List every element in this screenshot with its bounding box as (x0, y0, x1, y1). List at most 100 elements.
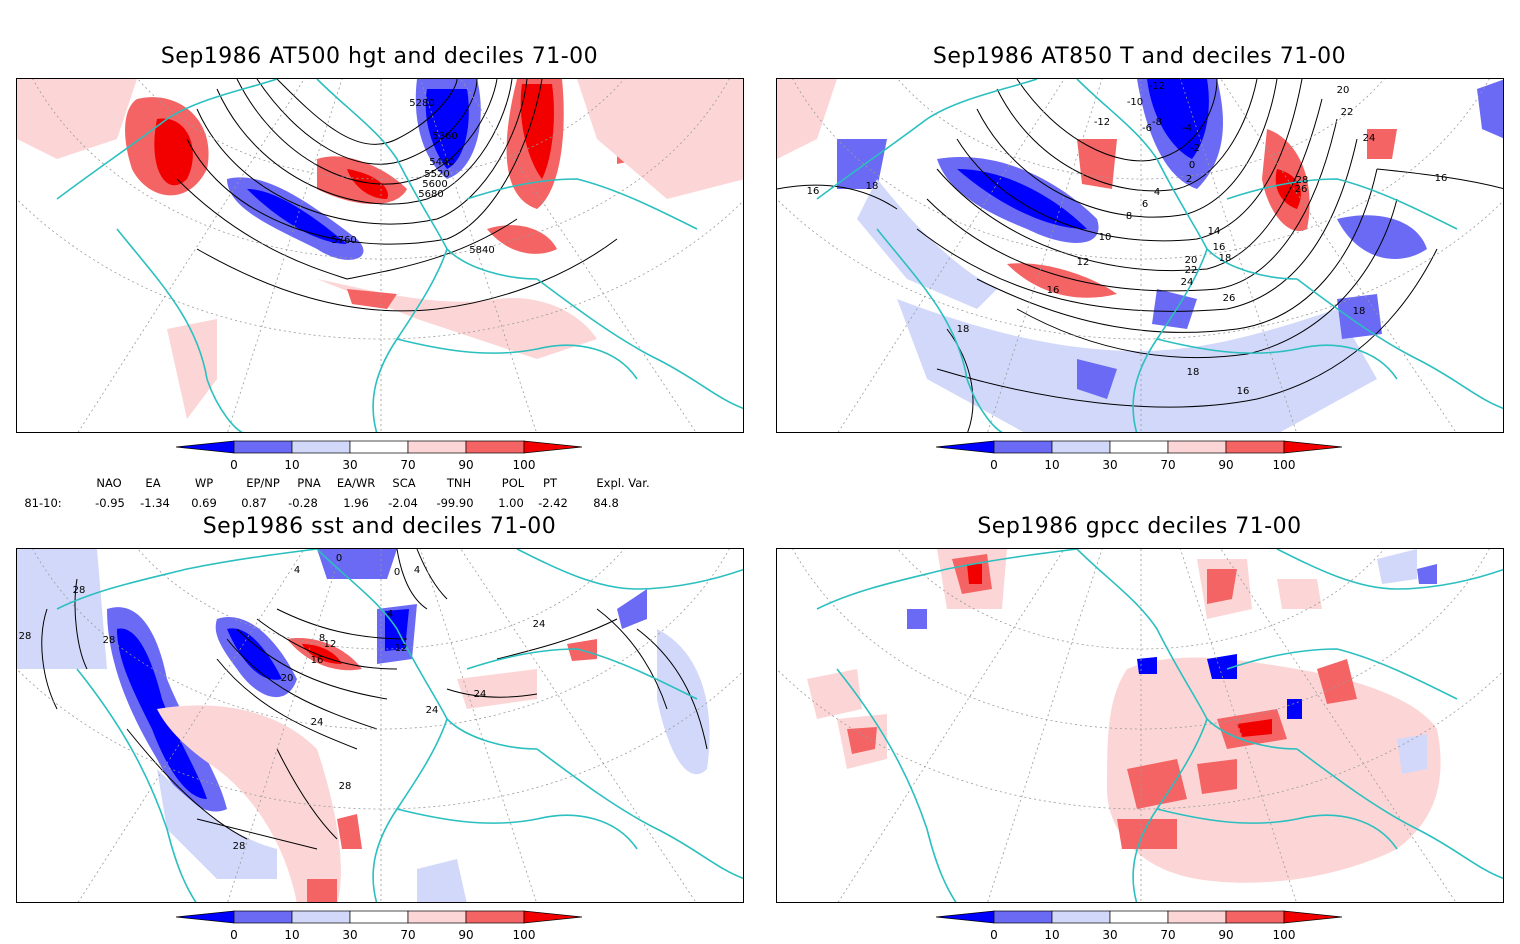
map-svg-bl: 0 4 0 4 8 12 16 20 24 28 28 24 24 24 28 … (17, 549, 743, 902)
index-value: 84.8 (593, 496, 619, 510)
colorbar-tick-label: 10 (284, 458, 300, 472)
colorbar-arrow-low (935, 910, 995, 924)
colorbar-segment (1109, 440, 1169, 454)
map-panel-br (776, 548, 1504, 903)
contour-label: -12 (1149, 81, 1165, 92)
contour-label: 5440 (429, 157, 454, 168)
colorbar-arrow-high (523, 910, 583, 924)
colorbar-tick-label: 90 (458, 458, 474, 472)
colorbar-tick-label: 0 (230, 928, 238, 942)
contour-label: 24 (1363, 133, 1376, 144)
colorbar-bottom-left: 0 10 30 70 90 100 (174, 910, 584, 944)
colorbar-tick-label: 100 (512, 458, 536, 472)
index-value: -2.04 (388, 496, 418, 510)
contour-label: 18 (1353, 306, 1366, 317)
map-svg-br (777, 549, 1503, 902)
colorbar-tick-label: 30 (342, 458, 358, 472)
contour-label: 8 (1126, 211, 1132, 222)
colorbar-arrow-high (523, 440, 583, 454)
contour-label: 16 (1047, 285, 1060, 296)
contour-label: -6 (1142, 123, 1152, 134)
contour-label: 16 (311, 655, 324, 666)
contour-label: 18 (957, 324, 970, 335)
colorbar-segment (1051, 440, 1111, 454)
indices-value-row: 81-10: -0.95 -1.34 0.69 0.87 -0.28 1.96 … (0, 496, 700, 510)
index-header: POL (501, 476, 525, 490)
contour-label: 0 (336, 553, 342, 564)
colorbar-segment (291, 910, 351, 924)
index-value: 1.96 (343, 496, 369, 510)
colorbar-arrow-high (1283, 910, 1343, 924)
colorbar-tick-label: 0 (230, 458, 238, 472)
contour-label: 5280 (409, 98, 434, 109)
contour-label: 4 (414, 565, 420, 576)
colorbar-arrow-low (175, 440, 235, 454)
index-header: TNH (446, 476, 472, 490)
contour-label: 6 (1142, 199, 1148, 210)
index-value: -1.34 (140, 496, 170, 510)
colorbar-tick-label: 30 (1102, 928, 1118, 942)
colorbar-tick-label: 30 (1102, 458, 1118, 472)
contour-label: 28 (339, 781, 352, 792)
contour-label: 28 (1296, 175, 1309, 186)
contour-label: 5840 (469, 245, 494, 256)
colorbar-segment (233, 440, 293, 454)
panel-title-tr: Sep1986 AT850 T and deciles 71-00 (932, 44, 1347, 69)
colorbar-tick-label: 10 (284, 928, 300, 942)
panel-title-tl: Sep1986 AT500 hgt and deciles 71-00 (160, 44, 599, 69)
map-panel-bl: 0 4 0 4 8 12 16 20 24 28 28 24 24 24 28 … (16, 548, 744, 903)
index-header: WP (194, 476, 214, 490)
colorbar-tick-label: 0 (990, 458, 998, 472)
colorbar-tick-label: 10 (1044, 928, 1060, 942)
colorbar-segment (1109, 910, 1169, 924)
colorbar-segment (349, 440, 409, 454)
colorbar-svg (935, 910, 1343, 924)
colorbar-segment (349, 910, 409, 924)
contour-label: 14 (1208, 226, 1221, 237)
colorbar-svg (175, 910, 583, 924)
colorbar-segment (1051, 910, 1111, 924)
contour-label: 24 (533, 619, 546, 630)
colorbar-segment (291, 440, 351, 454)
contour-label: 20 (1337, 85, 1350, 96)
colorbar-segment (1167, 910, 1227, 924)
map-panel-tr: -12 -10 -12 -8 -6 -4 -2 0 2 4 6 8 10 12 … (776, 78, 1504, 433)
index-header: EP/NP (246, 476, 280, 490)
contour-label: 28 (233, 841, 246, 852)
contour-label: 10 (1099, 232, 1112, 243)
colorbar-tick-label: 0 (990, 928, 998, 942)
indices-header-row: NAO EA WP EP/NP PNA EA/WR SCA TNH POL PT… (0, 476, 700, 490)
index-value: 0.87 (241, 496, 267, 510)
colorbar-tick-label: 100 (1272, 458, 1296, 472)
map-panel-tl: 5280 5360 5440 5520 5600 5680 5760 5840 (16, 78, 744, 433)
contour-label: 0 (394, 567, 400, 578)
colorbar-top-right: 0 10 30 70 90 100 (934, 440, 1344, 474)
contour-label: 18 (1187, 367, 1200, 378)
contour-label: 12 (1077, 257, 1090, 268)
index-value: -99.90 (436, 496, 474, 510)
colorbar-tick-label: 100 (1272, 928, 1296, 942)
contour-label: 4 (294, 565, 300, 576)
contour-label: 0 (1189, 160, 1195, 171)
contour-label: 16 (807, 186, 820, 197)
colorbar-segment (465, 910, 525, 924)
contour-label: -8 (1152, 117, 1162, 128)
colorbar-tick-label: 70 (1160, 928, 1176, 942)
contour-label: 16 (1237, 386, 1250, 397)
contour-label: 12 (395, 643, 408, 654)
contour-label: 22 (1185, 265, 1198, 276)
contour-label: 28 (103, 635, 116, 646)
colorbar-segment (993, 440, 1053, 454)
contour-label: 5360 (432, 131, 457, 142)
index-value: -2.42 (538, 496, 568, 510)
index-value: -0.95 (95, 496, 125, 510)
colorbar-tick-label: 10 (1044, 458, 1060, 472)
map-svg-tr: -12 -10 -12 -8 -6 -4 -2 0 2 4 6 8 10 12 … (777, 79, 1503, 432)
contour-label: 24 (426, 705, 439, 716)
contour-label: 20 (1185, 255, 1198, 266)
colorbar-segment (407, 910, 467, 924)
contour-label: 26 (1295, 184, 1308, 195)
index-header: EA/WR (336, 476, 376, 490)
contour-label: 5520 (424, 169, 449, 180)
contour-label: 5680 (418, 189, 443, 200)
